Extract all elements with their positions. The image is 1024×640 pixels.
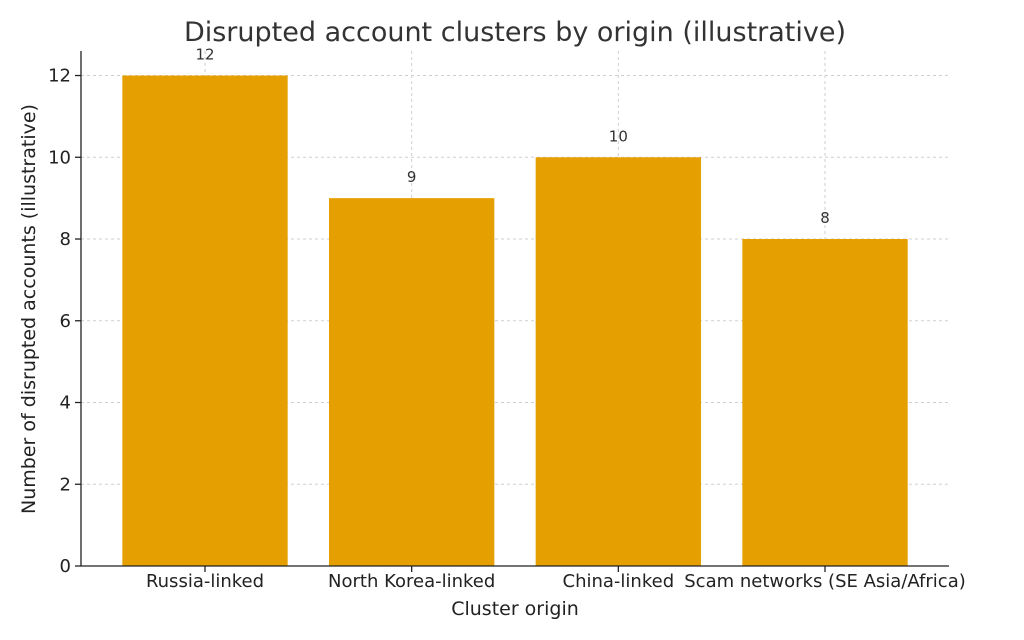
y-tick-label: 0 (60, 556, 71, 577)
data-label: 9 (407, 168, 417, 186)
x-tick-label: Scam networks (SE Asia/Africa) (684, 571, 966, 592)
axes (80, 51, 949, 567)
data-label: 8 (820, 209, 830, 227)
bar (329, 198, 495, 566)
y-ticks: 0 2 4 6 8 10 12 (48, 66, 81, 577)
x-tick-label: China-linked (563, 571, 675, 592)
y-tick-label: 12 (48, 66, 71, 87)
bars (122, 75, 908, 567)
y-tick-label: 4 (60, 393, 71, 414)
bar (742, 239, 908, 566)
x-ticks: Russia-linked North Korea-linked China-lin… (146, 566, 966, 592)
data-labels: 12 9 10 8 (195, 46, 829, 227)
x-tick-label: Russia-linked (146, 571, 264, 592)
data-label: 10 (609, 127, 628, 145)
y-tick-label: 10 (48, 147, 71, 168)
bar (122, 75, 288, 567)
y-tick-label: 8 (60, 229, 71, 250)
x-axis-label: Cluster origin (451, 598, 579, 620)
x-tick-label: North Korea-linked (328, 571, 495, 592)
data-label: 12 (195, 46, 214, 64)
y-tick-label: 2 (60, 474, 71, 495)
bar (535, 157, 701, 566)
chart-title: Disrupted account clusters by origin (il… (184, 17, 846, 48)
y-axis-label: Number of disrupted accounts (illustrati… (18, 104, 40, 514)
y-tick-label: 6 (60, 311, 71, 332)
